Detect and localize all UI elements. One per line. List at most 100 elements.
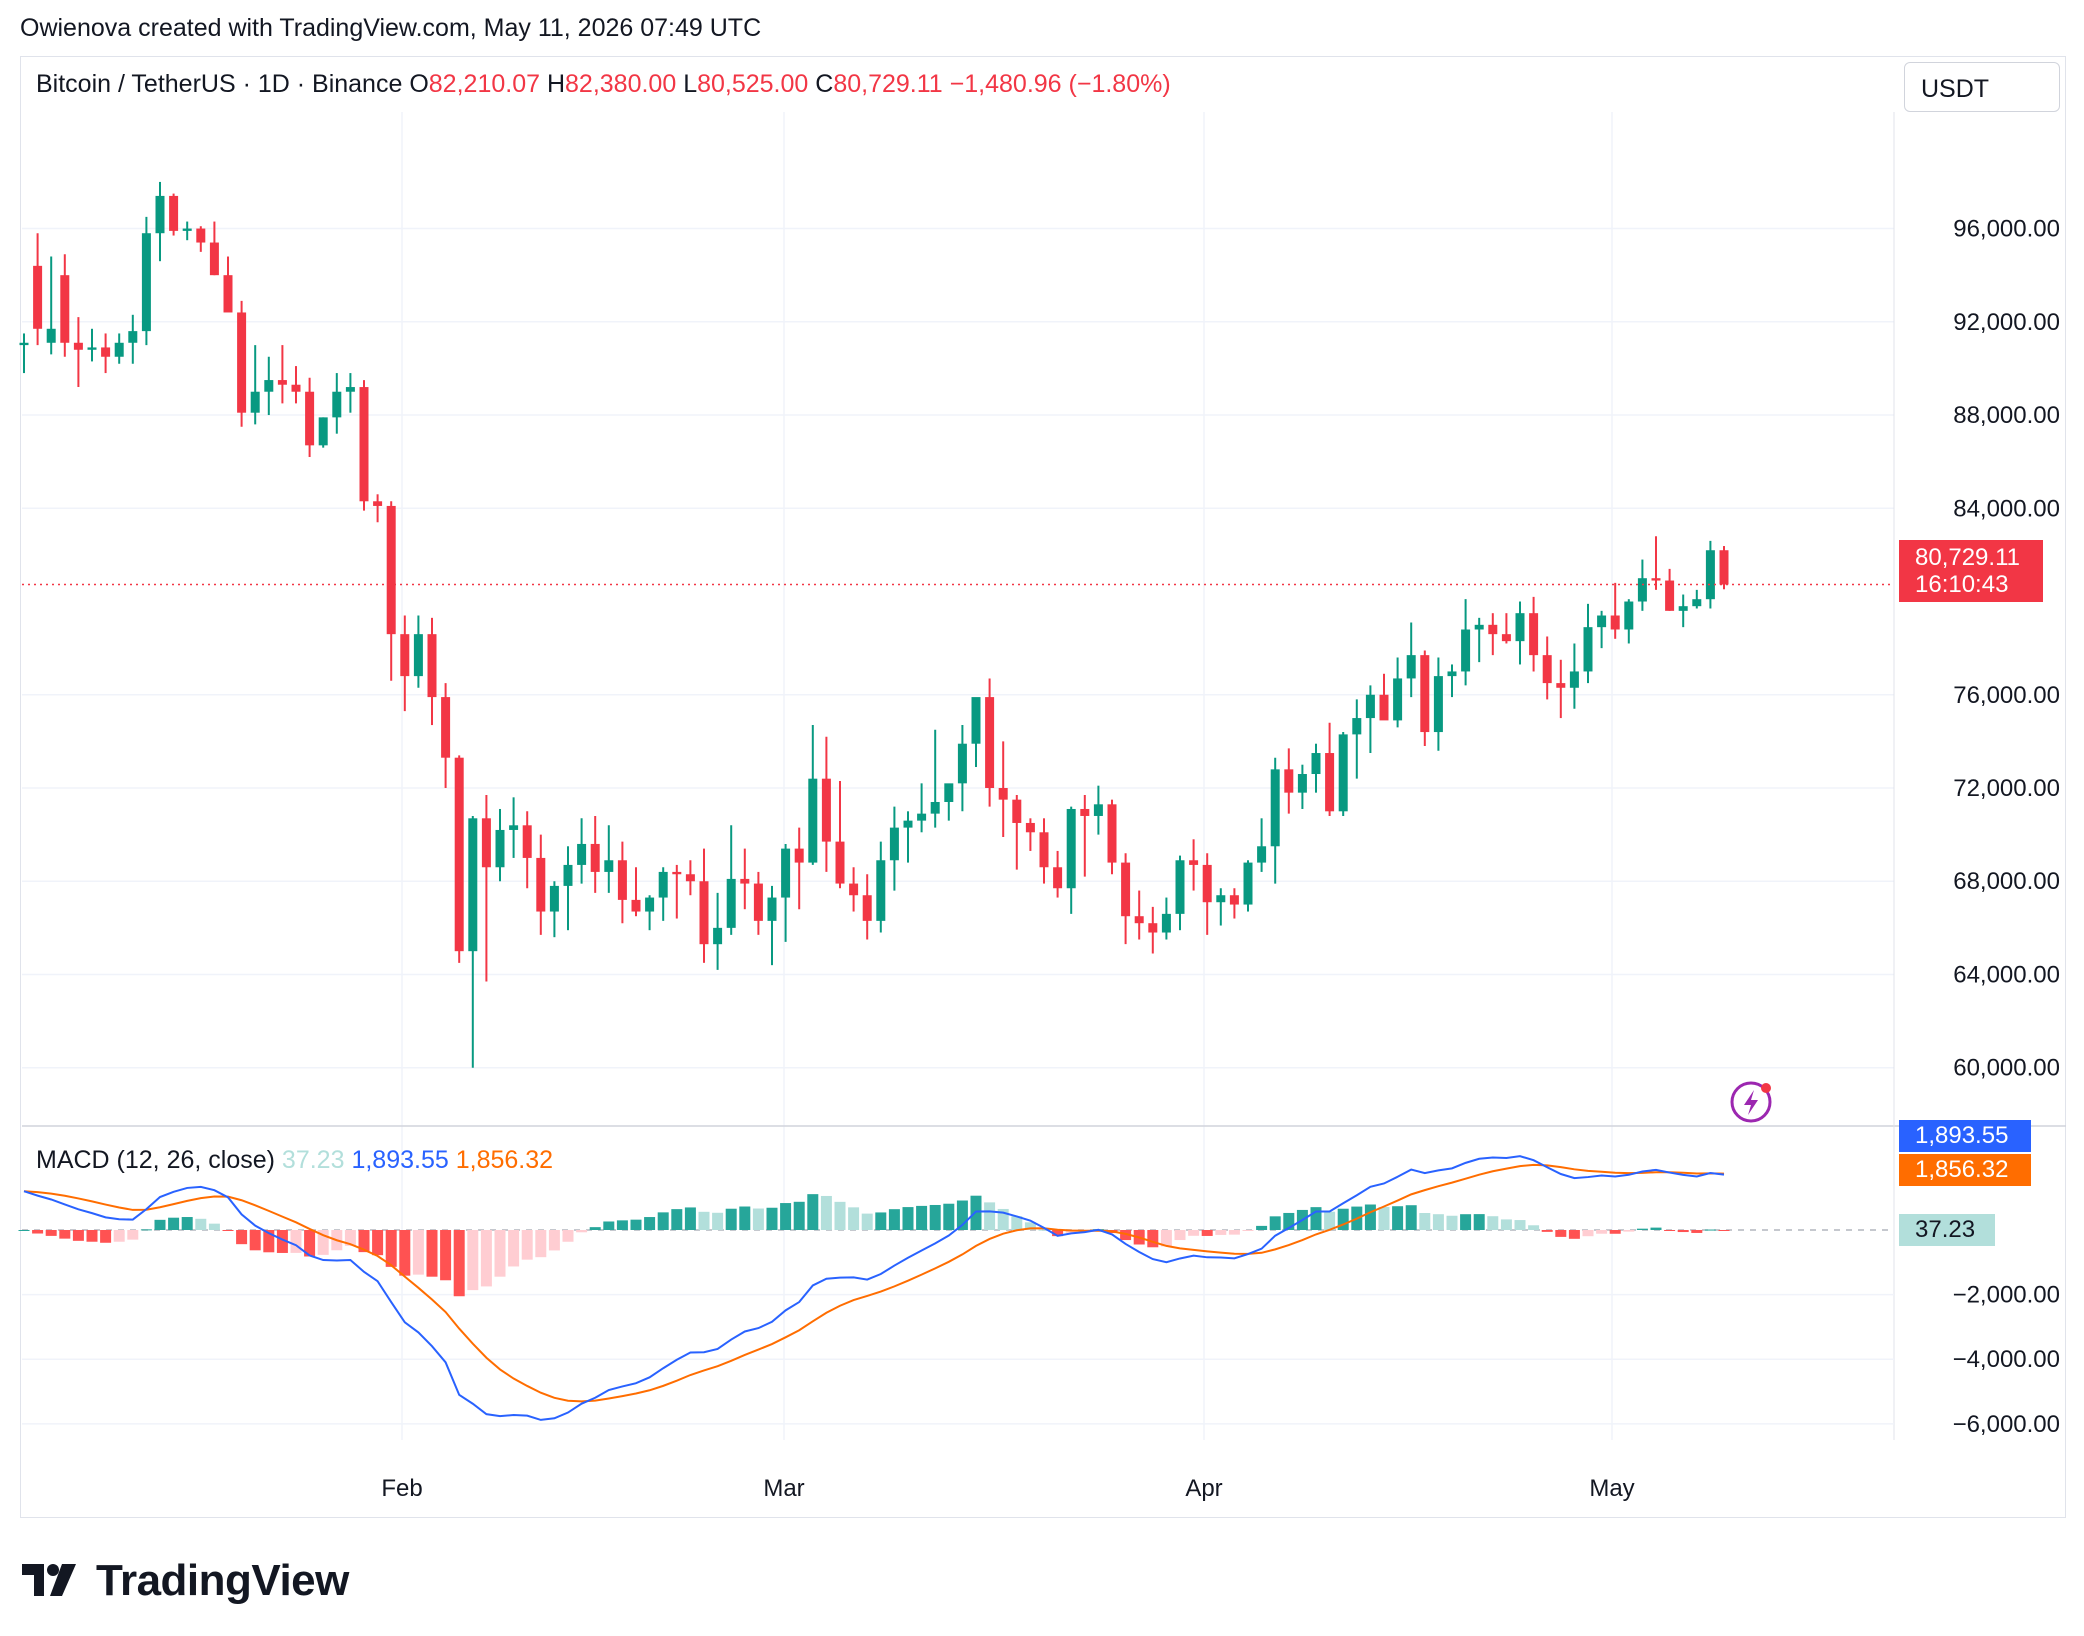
macd-histogram-bar [168, 1217, 180, 1230]
macd-histogram-bar [780, 1203, 792, 1230]
macd-histogram-bar [739, 1206, 751, 1230]
tradingview-logo-icon [22, 1564, 76, 1596]
candle-body [522, 825, 532, 858]
candle-body [753, 883, 763, 921]
candle-body [182, 228, 192, 231]
macd-histogram-bar [18, 1230, 30, 1231]
candle-body [318, 417, 328, 446]
candle-body [169, 195, 179, 231]
macd-histogram-bar [1555, 1230, 1567, 1237]
macd-histogram-bar [1011, 1216, 1023, 1230]
macd-histogram-bar [1623, 1230, 1635, 1232]
macd-histogram-bar [1596, 1230, 1608, 1234]
macd-histogram-bar [1052, 1230, 1064, 1237]
y-tick-label: 72,000.00 [1953, 775, 2060, 802]
macd-signal-tag: 1,856.32 [1899, 1154, 2031, 1186]
candle-body [1488, 624, 1498, 635]
macd-histogram-bar [1228, 1230, 1240, 1235]
macd-histogram-bar [440, 1230, 452, 1281]
candle-body [1093, 804, 1103, 816]
candle-body [889, 827, 899, 861]
macd-histogram-bar [1432, 1214, 1444, 1230]
high-value: 82,380.00 [565, 70, 677, 98]
macd-histogram-bar [32, 1230, 44, 1234]
macd-histogram-bar [480, 1230, 492, 1287]
candle-body [1053, 867, 1063, 889]
candle-body [1597, 615, 1607, 628]
macd-histogram-bar [276, 1230, 288, 1253]
macd-line [23, 1155, 1725, 1421]
macd-histogram-bar [684, 1207, 696, 1230]
macd-histogram-bar [1024, 1222, 1036, 1230]
macd-signal-value: 1,856.32 [455, 1146, 554, 1174]
x-tick-label: May [1589, 1475, 1634, 1502]
candle-body [549, 885, 559, 912]
macd-histogram-bar [358, 1230, 370, 1253]
macd-histogram-bar [671, 1209, 683, 1230]
macd-histogram-bar [222, 1230, 234, 1231]
candle-body [101, 347, 111, 357]
macd-histogram-bar [195, 1218, 207, 1230]
candle-body [713, 927, 723, 945]
candle-body [277, 380, 287, 385]
macd-histogram-bar [725, 1208, 737, 1230]
open-label: O [409, 70, 429, 98]
candle-body [1202, 864, 1212, 903]
candle-body [509, 825, 519, 830]
bar-countdown: 16:10:43 [1915, 571, 2009, 598]
macd-histogram-bar [1473, 1214, 1485, 1230]
macd-histogram-bar [113, 1230, 125, 1242]
candle-body [1338, 734, 1348, 812]
x-tick-label: Apr [1185, 1475, 1222, 1502]
candle-body [767, 897, 777, 921]
candle-body [536, 857, 546, 912]
candle-body [1461, 629, 1471, 672]
macd-histogram-bar [1392, 1206, 1404, 1230]
macd-histogram-bar [1446, 1215, 1458, 1230]
candle-body [33, 265, 43, 329]
candle-body [359, 387, 369, 502]
macd-histogram-bar [72, 1230, 84, 1241]
candle-body [291, 384, 301, 392]
macd-histogram-bar [154, 1219, 166, 1230]
macd-histogram-bar [1120, 1230, 1132, 1241]
macd-histogram-bar [576, 1230, 588, 1233]
macd-histogram-bar [616, 1220, 628, 1230]
lightning-alert-icon[interactable] [1730, 1080, 1776, 1126]
candle-body [1637, 578, 1647, 602]
macd-histogram-bar [603, 1221, 615, 1230]
candle-body [849, 883, 859, 896]
symbol-label[interactable]: Bitcoin / TetherUS · 1D · Binance [36, 70, 403, 98]
candle-body [971, 697, 981, 744]
macd-y-tick-label: −4,000.00 [1953, 1346, 2060, 1373]
macd-histogram-bar [372, 1230, 384, 1256]
macd-histogram-bar [929, 1204, 941, 1230]
macd-histogram-bar [1038, 1229, 1050, 1231]
macd-histogram-bar [1405, 1205, 1417, 1230]
candle-body [114, 342, 124, 357]
candle-body [1352, 718, 1362, 735]
currency-selector[interactable]: USDT [1904, 62, 2060, 112]
candle-body [658, 871, 668, 898]
macd-histogram-bar [1568, 1230, 1580, 1239]
macd-histogram-bar [956, 1200, 968, 1230]
y-tick-label: 88,000.00 [1953, 402, 2060, 429]
macd-indicator-name[interactable]: MACD (12, 26, close) [36, 1146, 275, 1174]
candle-body [808, 778, 818, 863]
candle-body [305, 391, 315, 446]
candle-body [1379, 694, 1389, 721]
macd-histogram-bar [916, 1205, 928, 1230]
y-tick-label: 60,000.00 [1953, 1055, 2060, 1082]
macd-hist-tag: 37.23 [1899, 1214, 1995, 1246]
chart-caption: Owienova created with TradingView.com, M… [20, 14, 762, 42]
candle-body [1542, 655, 1552, 684]
y-tick-label: 84,000.00 [1953, 495, 2060, 522]
macd-histogram-bar [1650, 1227, 1662, 1230]
candle-body [468, 818, 478, 952]
candle-body [1583, 627, 1593, 672]
candle-body [386, 505, 396, 635]
macd-histogram-bar [508, 1230, 520, 1267]
macd-histogram-bar [1718, 1230, 1730, 1231]
macd-histogram-bar [712, 1212, 724, 1230]
